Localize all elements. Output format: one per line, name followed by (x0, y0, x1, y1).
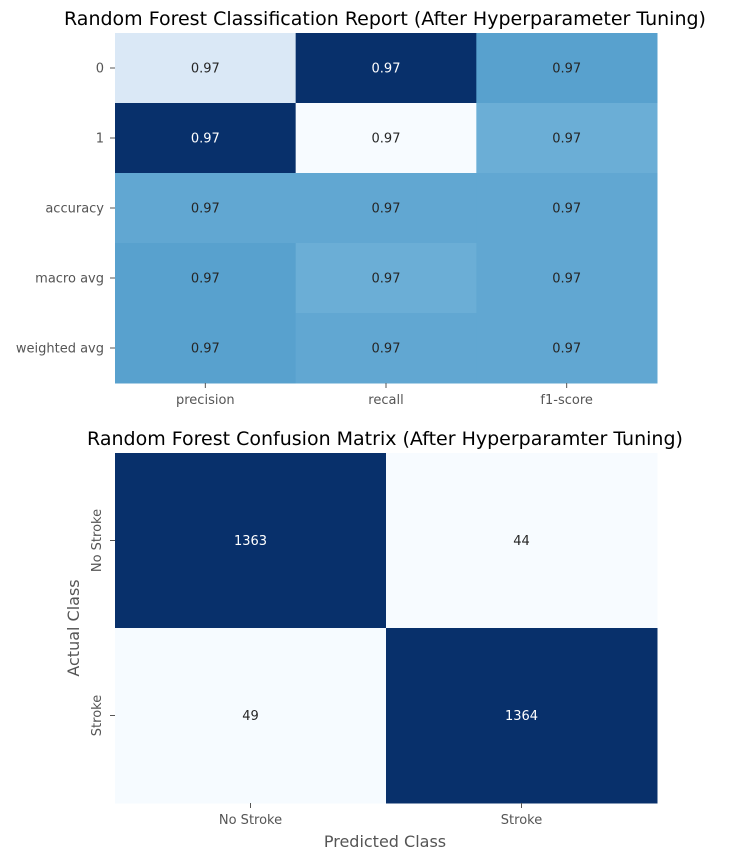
report-cell-1-f1-score (476, 103, 658, 174)
y-tick-label: 1 (96, 132, 104, 147)
report-cell-accuracy-precision (115, 173, 297, 244)
confusion-cell-no-stroke-stroke (386, 453, 658, 629)
classification-report-heatmap: Random Forest Classification Report (Aft… (16, 8, 706, 408)
report-cell-0-recall (295, 33, 477, 104)
report-cell-label: 0.97 (372, 272, 401, 287)
confusion-cell-no-stroke-no-stroke (115, 453, 387, 629)
x-tick-label: f1-score (540, 393, 592, 408)
report-cell-0-f1-score (476, 33, 658, 104)
report-cell-label: 0.97 (552, 202, 581, 217)
report-cell-macro-avg-recall (295, 243, 477, 314)
confusion-cell-stroke-no-stroke (115, 628, 387, 804)
report-cell-label: 0.97 (191, 62, 220, 77)
y-tick-label: No Stroke (90, 509, 105, 572)
report-cell-label: 0.97 (372, 132, 401, 147)
report-cell-label: 0.97 (372, 202, 401, 217)
x-tick-label: Stroke (501, 813, 542, 828)
report-cell-label: 0.97 (191, 202, 220, 217)
classification-report-title: Random Forest Classification Report (Aft… (64, 8, 706, 30)
confusion-cell-label: 1364 (505, 709, 538, 724)
report-cell-weighted-avg-recall (295, 313, 477, 384)
confusion-cell-stroke-stroke (386, 628, 658, 804)
report-cell-macro-avg-f1-score (476, 243, 658, 314)
report-cell-label: 0.97 (552, 272, 581, 287)
y-tick-label: macro avg (35, 272, 104, 287)
y-tick-label: accuracy (45, 202, 104, 217)
confusion-cell-label: 49 (242, 709, 259, 724)
report-cell-label: 0.97 (191, 132, 220, 147)
x-tick-label: precision (176, 393, 235, 408)
confusion-cell-label: 1363 (234, 534, 267, 549)
report-cell-1-recall (295, 103, 477, 174)
report-cell-label: 0.97 (191, 342, 220, 357)
report-cell-1-precision (115, 103, 297, 174)
report-cell-weighted-avg-precision (115, 313, 297, 384)
report-cell-weighted-avg-f1-score (476, 313, 658, 384)
report-cell-accuracy-f1-score (476, 173, 658, 244)
confusion-cell-label: 44 (513, 534, 530, 549)
report-cell-0-precision (115, 33, 297, 104)
report-cell-label: 0.97 (191, 272, 220, 287)
y-tick-label: weighted avg (16, 342, 104, 357)
confusion-matrix-heatmap: Random Forest Confusion Matrix (After Hy… (64, 428, 683, 851)
y-tick-label: 0 (96, 62, 104, 77)
report-cell-label: 0.97 (552, 132, 581, 147)
report-cell-label: 0.97 (552, 342, 581, 357)
report-cell-accuracy-recall (295, 173, 477, 244)
report-cell-label: 0.97 (372, 342, 401, 357)
report-cell-label: 0.97 (372, 62, 401, 77)
x-tick-label: No Stroke (219, 813, 282, 828)
x-axis-label: Predicted Class (324, 832, 446, 851)
report-cell-macro-avg-precision (115, 243, 297, 314)
y-tick-label: Stroke (90, 695, 105, 736)
y-axis-label: Actual Class (64, 579, 83, 676)
confusion-matrix-title: Random Forest Confusion Matrix (After Hy… (87, 428, 683, 450)
report-cell-label: 0.97 (552, 62, 581, 77)
x-tick-label: recall (368, 393, 403, 408)
